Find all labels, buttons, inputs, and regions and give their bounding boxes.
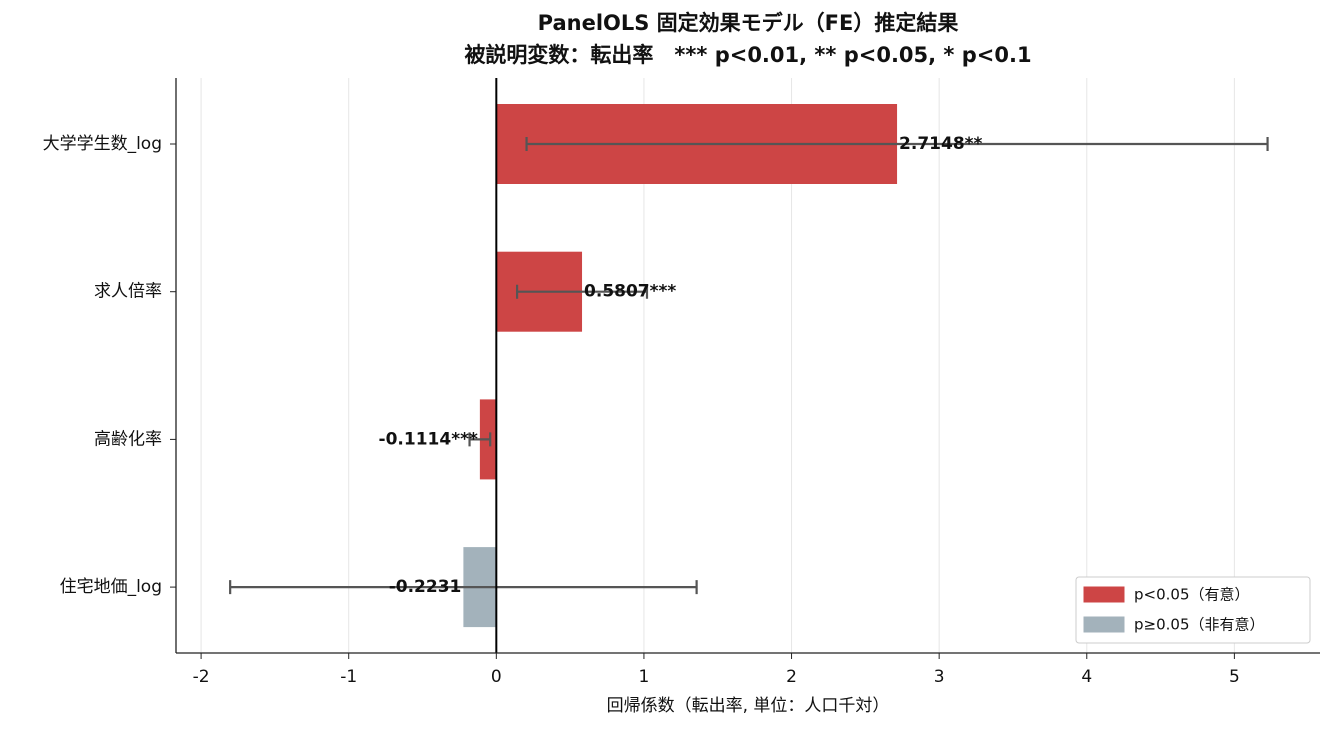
error-bar — [515, 284, 649, 299]
y-tick-label: 大学学生数_log — [43, 134, 162, 154]
y-tick-label: 高齢化率 — [94, 429, 162, 449]
error-bar — [468, 432, 492, 447]
x-tick-label: 5 — [1229, 667, 1240, 687]
x-axis-label: 回帰係数（転出率, 単位：人口千対） — [607, 696, 890, 716]
x-tick-label: 4 — [1081, 667, 1092, 687]
legend-label: p≥0.05（非有意） — [1134, 616, 1265, 634]
error-bar — [229, 580, 698, 595]
legend-swatch — [1083, 586, 1125, 603]
value-label: 0.5807*** — [584, 282, 676, 302]
y-tick-label: 求人倍率 — [94, 282, 162, 302]
error-bar — [525, 137, 1269, 151]
x-tick-label: 2 — [786, 667, 797, 687]
chart-title: PanelOLS 固定効果モデル（FE）推定結果 — [538, 11, 959, 35]
y-tick-label: 住宅地価_log — [60, 577, 162, 597]
x-tick-label: 3 — [934, 667, 945, 687]
x-tick-label: 1 — [639, 667, 650, 687]
legend-box — [1075, 576, 1311, 644]
value-label: -0.1114*** — [379, 429, 478, 449]
chart-subtitle: 被説明変数：転出率 *** p<0.01, ** p<0.05, * p<0.1 — [464, 43, 1031, 67]
legend-swatch — [1083, 616, 1125, 633]
value-label: -0.2231 — [389, 577, 462, 597]
legend-label: p<0.05（有意） — [1134, 586, 1250, 604]
x-tick-label: -1 — [340, 667, 357, 687]
x-tick-label: -2 — [193, 667, 210, 687]
value-label: 2.7148** — [899, 134, 982, 154]
x-tick-label: 0 — [491, 667, 502, 687]
